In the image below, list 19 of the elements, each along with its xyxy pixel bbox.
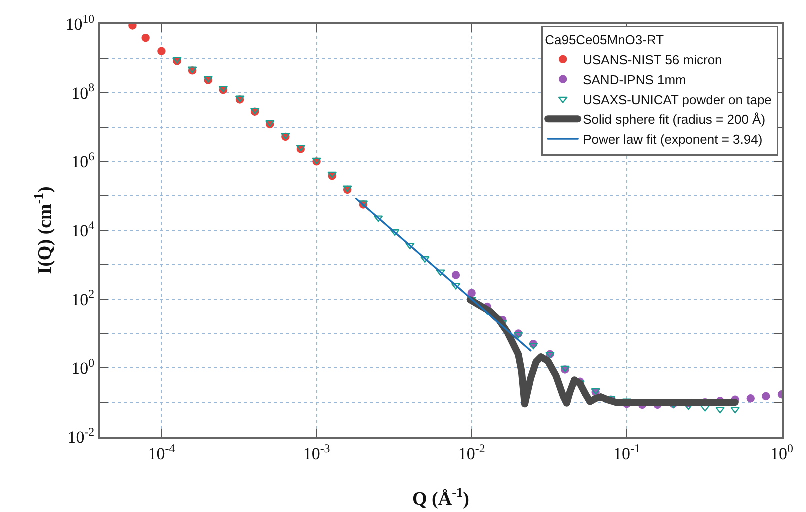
y-tick-label: 10$^{2}$ [72, 287, 95, 310]
x-tick-label: 10$^{-4}$ [148, 441, 176, 464]
y-tick-label: 10$^{-2}$ [68, 424, 95, 447]
legend-label: USAXS-UNICAT powder on tape [583, 92, 772, 108]
y-tick-label: 10$^{0}$ [72, 356, 95, 378]
x-tick-label: 10$^{0}$ [770, 441, 794, 464]
y-tick-label: 10$^{4}$ [72, 218, 95, 240]
legend-title: Ca95Ce05MnO3-RT [545, 32, 664, 48]
legend-label: SAND-IPNS 1mm [583, 72, 686, 88]
x-tick-label: 10$^{-3}$ [303, 441, 330, 464]
x-tick-label: 10$^{-1}$ [613, 441, 640, 464]
legend-label: Power law fit (exponent = 3.94) [583, 132, 763, 148]
y-tick-label: 10$^{10}$ [66, 12, 95, 34]
legend-label: Solid sphere fit (radius = 200 Å) [583, 112, 766, 128]
x-axis-title: Q (Å$^{-1}$) [412, 485, 470, 510]
y-tick-label: 10$^{8}$ [72, 80, 95, 103]
y-tick-label: 10$^{6}$ [72, 149, 95, 172]
x-tick-label: 10$^{-2}$ [458, 441, 486, 464]
legend-label: USANS-NIST 56 micron [583, 52, 722, 68]
